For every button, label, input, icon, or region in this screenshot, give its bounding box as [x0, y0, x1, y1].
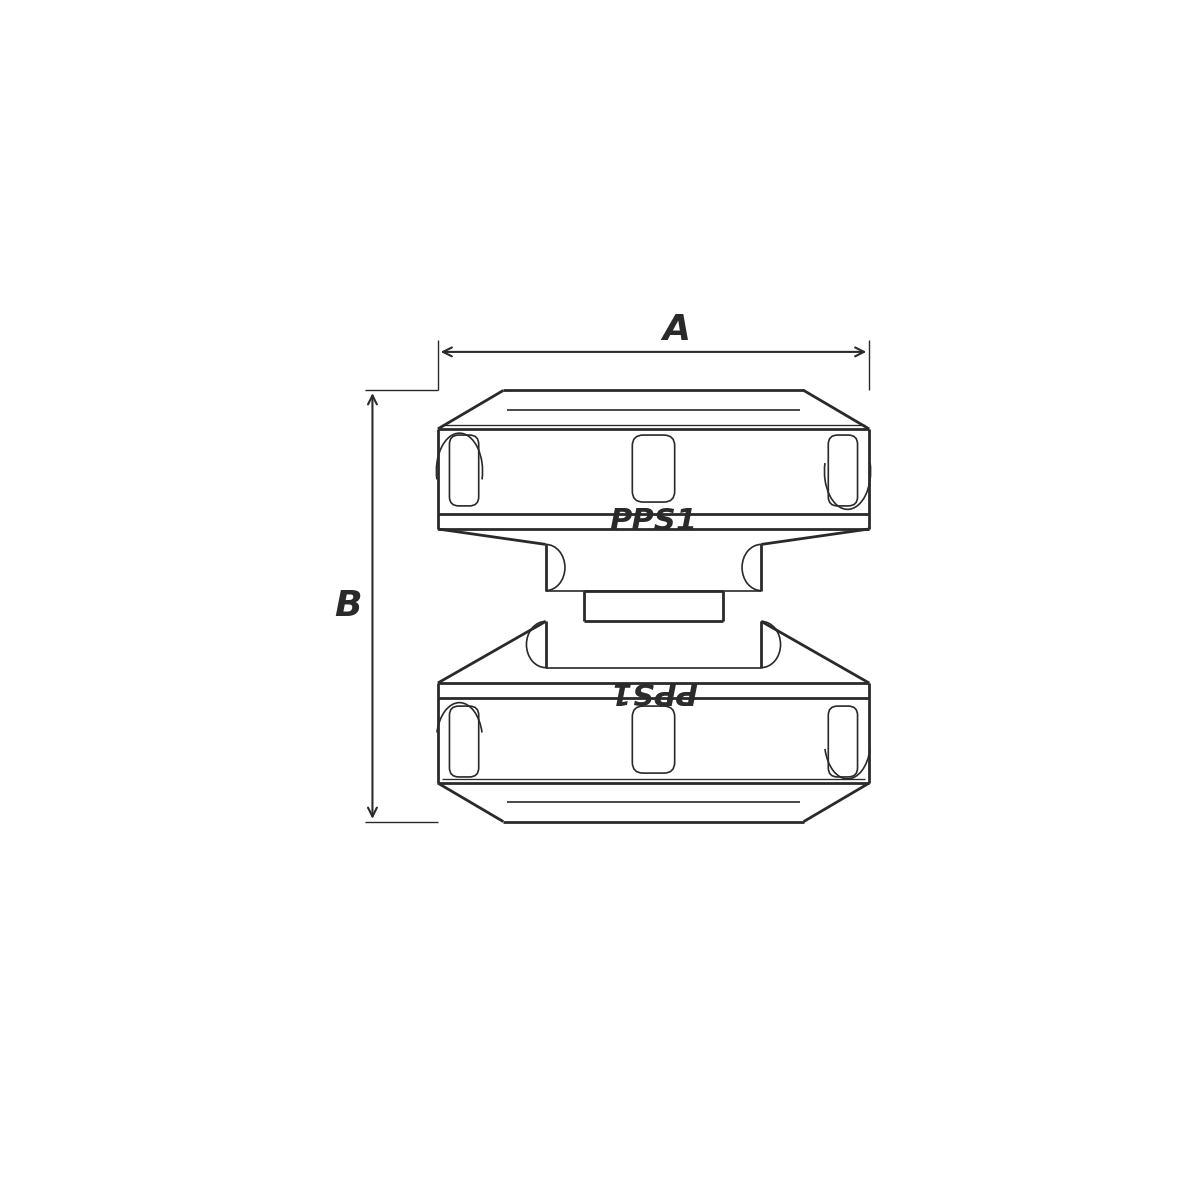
Text: B: B	[334, 589, 361, 623]
Text: PPS1: PPS1	[610, 677, 697, 706]
Text: PPS1: PPS1	[610, 506, 697, 535]
Text: A: A	[662, 313, 691, 347]
